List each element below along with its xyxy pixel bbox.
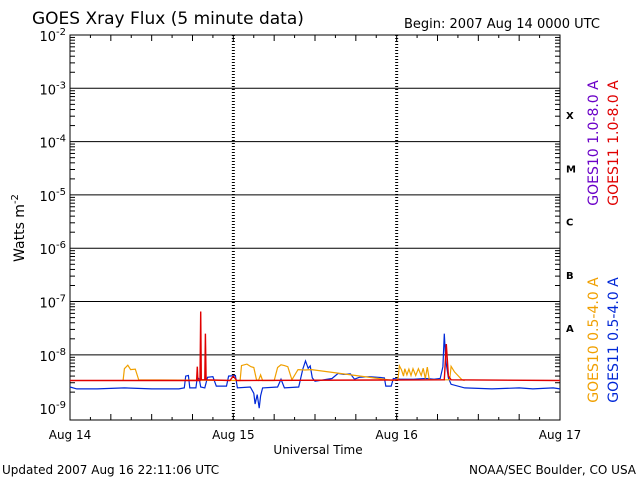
legend-item: GOES11 1.0-8.0 A (606, 80, 622, 206)
y-tick-label: 10-6 (39, 240, 66, 258)
plot-frame (69, 34, 561, 421)
series-goes11-0-5-4-0-a (69, 333, 561, 409)
flare-class-M: M (566, 164, 576, 175)
x-tick-label: Aug 17 (539, 428, 582, 442)
legend-item: GOES10 1.0-8.0 A (586, 80, 602, 206)
updated-label: Updated 2007 Aug 16 22:11:06 UTC (2, 463, 219, 477)
source-label: NOAA/SEC Boulder, CO USA (469, 463, 637, 477)
y-axis-label: Watts m-2 (10, 194, 28, 262)
legend-item: GOES10 0.5-4.0 A (586, 277, 602, 403)
flare-class-X: X (566, 111, 574, 122)
y-tick-label: 10-8 (39, 347, 66, 365)
legend-item: GOES11 0.5-4.0 A (606, 277, 622, 403)
y-axis-label-text: Watts m (12, 204, 28, 262)
y-tick-label: 10-9 (39, 400, 66, 418)
y-axis-label-exponent: -2 (10, 194, 21, 204)
legend: GOES10 1.0-8.0 A GOES11 1.0-8.0 A GOES10 0… (586, 80, 622, 403)
y-axis: 10-9 10-8 10-7 10-6 10-5 10-4 10-3 10-2 (39, 27, 66, 418)
series-goes10-0-5-4-0-a (122, 363, 465, 382)
series-goes11-1-0-8-0-a (70, 311, 561, 382)
begin-label: Begin: 2007 Aug 14 0000 UTC (404, 17, 600, 32)
y-tick-label: 10-3 (39, 80, 66, 98)
flare-class-C: C (566, 218, 573, 229)
y-tick-label: 10-5 (39, 187, 66, 205)
grid-lines (69, 35, 561, 420)
x-tick-label: Aug 14 (49, 428, 92, 442)
y-tick-label: 10-4 (39, 134, 66, 152)
chart-title: GOES Xray Flux (5 minute data) (32, 9, 304, 29)
y-tick-label: 10-2 (39, 27, 66, 45)
x-tick-label: Aug 15 (212, 428, 255, 442)
flare-class-A: A (566, 324, 574, 335)
flare-class-labels: A B C M X (566, 111, 576, 335)
flare-class-B: B (566, 271, 574, 282)
x-axis: Aug 14 Aug 15 Aug 16 Aug 17 (49, 428, 582, 442)
data-series (69, 311, 561, 409)
y-tick-label: 10-7 (39, 294, 66, 312)
x-axis-label: Universal Time (273, 443, 362, 457)
x-tick-label: Aug 16 (375, 428, 418, 442)
